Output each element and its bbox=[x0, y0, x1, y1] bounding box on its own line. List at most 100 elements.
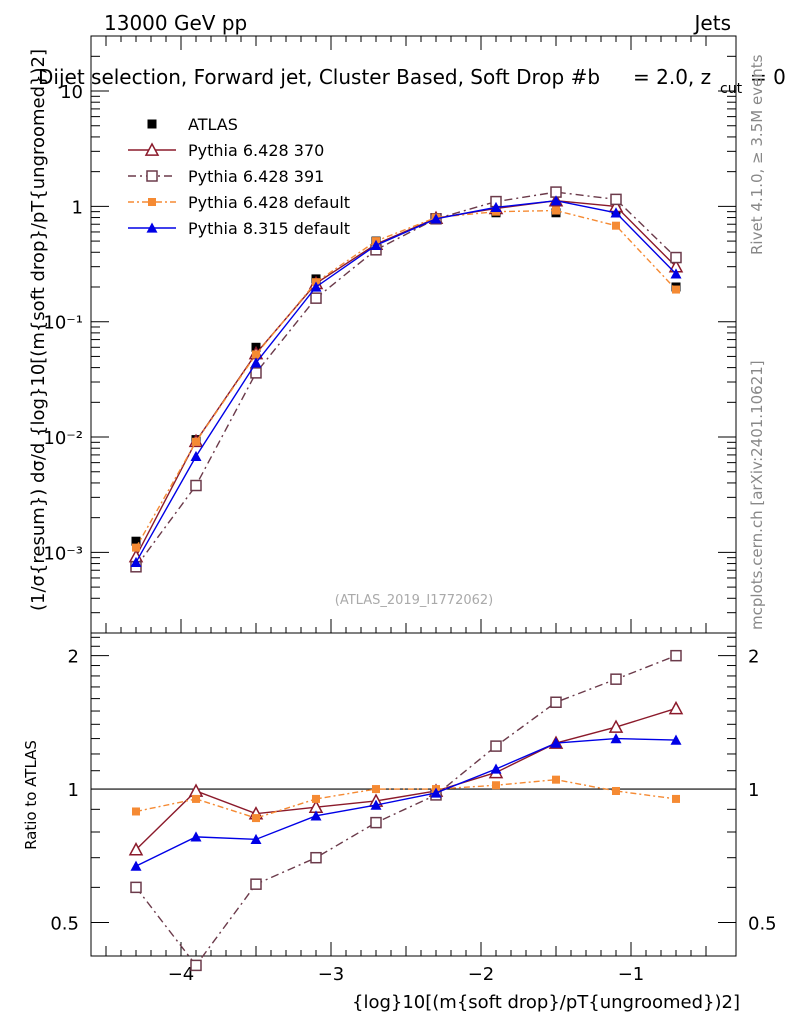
ratio-point-pythia-6-428-default bbox=[612, 786, 620, 795]
legend-marker bbox=[147, 119, 157, 129]
ratio-line-pythia-6-428-370 bbox=[135, 707, 677, 851]
main-line-pythia-6-428-391 bbox=[135, 191, 677, 568]
main-point-pythia-6-428-391 bbox=[190, 479, 202, 492]
legend-marker bbox=[144, 142, 160, 156]
main-point-pythia-6-428-391 bbox=[250, 367, 262, 379]
ratio-point-pythia-6-428-default bbox=[492, 781, 500, 790]
rivet-label: Rivet 4.1.0, ≥ 3.5M events bbox=[748, 54, 766, 255]
ratio-line-pythia-6-428-391 bbox=[135, 655, 677, 967]
main-point-pythia-6-428-391 bbox=[310, 292, 322, 304]
main-line-pythia-8-315-default bbox=[135, 199, 677, 563]
main-point-pythia-6-428-default bbox=[252, 350, 260, 359]
y-tick-label-ratio-right: 1 bbox=[748, 780, 759, 801]
main-series-group bbox=[128, 186, 684, 573]
ratio-point-pythia-6-428-391 bbox=[670, 649, 682, 662]
ratio-point-pythia-6-428-391 bbox=[130, 881, 142, 894]
mcplots-label: mcplots.cern.ch [arXiv:2401.10621] bbox=[748, 360, 766, 630]
ratio-point-pythia-8-315-default bbox=[370, 799, 382, 810]
ratio-point-pythia-6-428-default bbox=[312, 794, 320, 803]
ratio-point-pythia-6-428-default bbox=[552, 775, 560, 784]
y-tick-label-ratio: 1 bbox=[68, 780, 79, 801]
legend-marker bbox=[148, 198, 156, 206]
legend-label: Pythia 8.315 default bbox=[188, 219, 350, 238]
axis-ticks: −4 −3 −2 −1 10⁻³ 10⁻² 10⁻¹ 1 10 0.5 0.5 1 1 2 2 bbox=[43, 35, 777, 985]
ratio-point-pythia-6-428-391 bbox=[610, 673, 622, 685]
ratio-point-pythia-8-315-default bbox=[130, 860, 142, 871]
ratio-line-pythia-6-428-default bbox=[135, 778, 677, 819]
x-tick-label: −1 bbox=[618, 964, 645, 985]
ratio-point-pythia-6-428-391 bbox=[370, 816, 382, 829]
analysis-watermark: (ATLAS_2019_I1772062) bbox=[335, 593, 493, 608]
main-line-pythia-6-428-370 bbox=[135, 199, 677, 557]
ratio-line-pythia-8-315-default bbox=[135, 737, 677, 867]
ratio-point-pythia-6-428-391 bbox=[310, 851, 322, 864]
main-point-pythia-8-315-default bbox=[670, 268, 682, 279]
x-axis-label: {log}10[(m{soft drop}/pT{ungroomed})2] bbox=[352, 992, 740, 1013]
y-tick-label-main: 10⁻³ bbox=[43, 543, 83, 564]
ratio-point-pythia-6-428-default bbox=[192, 794, 200, 803]
ratio-point-pythia-6-428-default bbox=[372, 785, 380, 794]
x-tick-label: −4 bbox=[168, 964, 195, 985]
header-left: 13000 GeV pp bbox=[104, 11, 247, 35]
ratio-plot-frame bbox=[90, 632, 737, 957]
y-tick-label-main: 10⁻² bbox=[43, 428, 83, 449]
legend-label: Pythia 6.428 default bbox=[188, 193, 350, 212]
x-tick-label: −2 bbox=[468, 964, 495, 985]
y-tick-label-main: 10 bbox=[60, 82, 83, 103]
main-line-pythia-6-428-default bbox=[135, 209, 677, 548]
legend-label: ATLAS bbox=[188, 115, 238, 134]
ratio-point-pythia-8-315-default bbox=[490, 763, 502, 774]
y-tick-label-ratio-right: 2 bbox=[748, 647, 759, 668]
plot-title-cut: cut bbox=[720, 81, 743, 97]
ratio-point-pythia-8-315-default bbox=[310, 810, 322, 821]
main-point-pythia-6-428-391 bbox=[670, 251, 682, 264]
ratio-point-pythia-8-315-default bbox=[670, 734, 682, 745]
y-tick-label-main: 1 bbox=[72, 197, 83, 218]
y-axis-label-main: (1/σ{resum}) dσ/d {log}10[(m{soft drop}/… bbox=[28, 49, 49, 611]
main-point-pythia-6-428-default bbox=[132, 543, 140, 552]
main-point-pythia-6-428-default bbox=[552, 206, 560, 215]
main-point-pythia-6-428-default bbox=[612, 221, 620, 230]
x-tick-label: −3 bbox=[318, 964, 345, 985]
main-point-pythia-8-315-default bbox=[250, 357, 262, 368]
ratio-point-pythia-6-428-391 bbox=[190, 959, 202, 972]
ratio-point-pythia-8-315-default bbox=[550, 737, 562, 748]
main-point-pythia-8-315-default bbox=[430, 213, 442, 224]
ratio-point-pythia-6-428-default bbox=[132, 807, 140, 816]
ratio-point-pythia-8-315-default bbox=[190, 831, 202, 842]
y-axis-label-ratio: Ratio to ATLAS bbox=[22, 740, 40, 850]
main-point-pythia-8-315-default bbox=[190, 450, 202, 462]
main-point-pythia-8-315-default bbox=[130, 556, 142, 567]
main-point-pythia-8-315-default bbox=[610, 207, 622, 218]
main-point-pythia-6-428-default bbox=[192, 437, 200, 446]
legend-label: Pythia 6.428 391 bbox=[188, 167, 324, 186]
ratio-point-pythia-6-428-370 bbox=[608, 719, 624, 733]
ratio-point-pythia-6-428-default bbox=[252, 814, 260, 823]
ratio-point-pythia-8-315-default bbox=[250, 833, 262, 845]
ratio-point-pythia-6-428-default bbox=[672, 794, 680, 803]
legend-marker bbox=[146, 170, 158, 182]
main-point-pythia-6-428-391 bbox=[610, 193, 622, 206]
ratio-point-pythia-6-428-391 bbox=[550, 696, 562, 709]
ratio-point-pythia-6-428-391 bbox=[490, 740, 502, 752]
ratio-point-pythia-8-315-default bbox=[430, 787, 442, 798]
main-point-pythia-8-315-default bbox=[490, 201, 502, 213]
ratio-point-pythia-6-428-391 bbox=[250, 878, 262, 890]
main-point-pythia-8-315-default bbox=[310, 281, 322, 292]
header-right: Jets bbox=[693, 11, 731, 35]
plot-title: Dijet selection, Forward jet, Cluster Ba… bbox=[38, 65, 600, 89]
ratio-point-pythia-6-428-370 bbox=[128, 842, 144, 856]
legend: ATLAS Pythia 6.428 370 Pythia 6.428 391 Pyt… bbox=[128, 115, 350, 238]
ratio-series-group bbox=[128, 649, 684, 972]
main-point-pythia-6-428-default bbox=[672, 285, 680, 294]
ratio-point-pythia-8-315-default bbox=[610, 733, 622, 744]
main-point-atlas bbox=[131, 536, 141, 546]
ratio-point-pythia-6-428-370 bbox=[188, 783, 204, 797]
y-tick-label-ratio: 2 bbox=[68, 647, 79, 668]
legend-label: Pythia 6.428 370 bbox=[188, 141, 324, 160]
y-tick-label-main: 10⁻¹ bbox=[43, 313, 83, 334]
y-tick-label-ratio-right: 0.5 bbox=[748, 913, 777, 934]
ratio-point-pythia-6-428-370 bbox=[668, 700, 684, 715]
y-tick-label-ratio: 0.5 bbox=[50, 913, 79, 934]
